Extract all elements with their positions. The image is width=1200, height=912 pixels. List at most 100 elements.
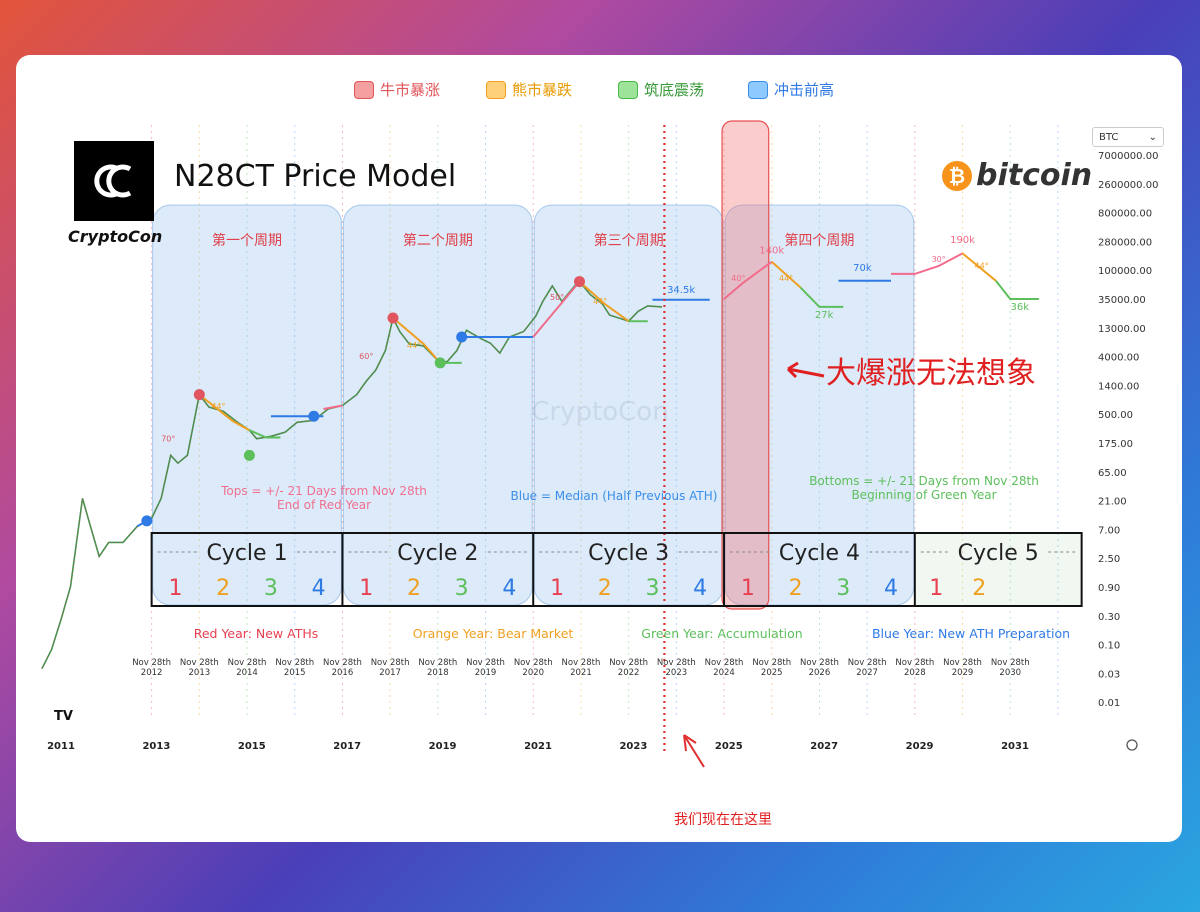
year-legend-item: Red Year: New ATHs <box>194 626 319 641</box>
x-tick-label: 2021 <box>524 741 552 752</box>
cycle5-fill <box>915 534 1081 605</box>
cycle-label: Cycle 5 <box>958 541 1039 566</box>
nov28-label: Nov 28th <box>371 658 410 668</box>
value-label: 36k <box>1011 302 1030 313</box>
y-tick-label: 0.90 <box>1098 583 1120 594</box>
angle-label: 44° <box>779 274 793 283</box>
bitcoin-wordmark: bitcoin <box>976 158 1093 193</box>
nov28-label: Nov 28th <box>705 658 744 668</box>
bitcoin-icon: ₿ <box>942 160 972 191</box>
y-tick-label: 0.30 <box>1098 612 1120 623</box>
legend-label-bear: 熊市暴跌 <box>512 81 573 99</box>
cycle-year-digit: 1 <box>359 576 373 601</box>
cycle-year-digit: 1 <box>929 576 943 601</box>
angle-label: 60° <box>359 352 373 361</box>
nov28-label: Nov 28th <box>418 658 457 668</box>
y-tick-label: 4000.00 <box>1098 353 1139 364</box>
here-arrow <box>683 734 705 768</box>
nov28-label: Nov 28th <box>848 658 887 668</box>
cycle-year-digit: 4 <box>502 576 516 601</box>
history-segment <box>198 393 250 432</box>
x-tick-label: 2017 <box>333 741 361 752</box>
projection-segment <box>799 286 844 308</box>
cycle-year-digit: 4 <box>693 576 707 601</box>
price-marker <box>308 410 320 422</box>
cycle-label: Cycle 2 <box>397 541 478 566</box>
nov28-year-label: 2030 <box>999 668 1021 678</box>
nov28-label: Nov 28th <box>180 658 219 668</box>
highlight-band <box>721 120 770 610</box>
legend-swatch-green <box>618 80 638 99</box>
nov28-label: Nov 28th <box>609 658 648 668</box>
nov28-label: Nov 28th <box>562 658 601 668</box>
legend-label-bull: 牛市暴涨 <box>380 81 441 99</box>
history-segment <box>578 280 630 323</box>
cycle-year-digit: 2 <box>216 576 230 601</box>
nov28-year-label: 2017 <box>379 668 401 678</box>
nov28-year-label: 2014 <box>236 668 258 678</box>
cryptocon-logo <box>74 141 154 221</box>
nov28-label: Nov 28th <box>943 658 982 668</box>
explosion-annotation: 大爆涨无法想象 <box>826 356 1036 391</box>
y-tick-label: 175.00 <box>1098 439 1133 450</box>
nov28-label: Nov 28th <box>323 658 362 668</box>
cycle-year-digit: 1 <box>550 576 564 601</box>
bottoms-note-2: Beginning of Green Year <box>851 488 996 502</box>
year-legend-item: Green Year: Accumulation <box>641 626 802 641</box>
cycle-year-digit: 4 <box>312 576 326 601</box>
angle-label: 50° <box>550 293 564 302</box>
value-label: 34.5k <box>667 285 695 296</box>
y-tick-label: 7000000.00 <box>1098 151 1158 162</box>
legend-swatch-blue <box>748 80 768 99</box>
nov28-year-label: 2029 <box>952 668 974 678</box>
nov28-year-label: 2025 <box>761 668 783 678</box>
y-tick-label: 65.00 <box>1098 468 1127 479</box>
nov28-label: Nov 28th <box>466 658 505 668</box>
x-tick-label: 2011 <box>47 741 75 752</box>
nov28-year-label: 2024 <box>713 668 735 678</box>
cycle-heading: 第二个周期 <box>403 232 473 249</box>
legend-item-bear: 熊市暴跌 <box>486 79 572 100</box>
legend-item-accum: 筑底震荡 <box>618 79 704 100</box>
y-tick-label: 1400.00 <box>1098 381 1139 392</box>
history-segment <box>323 404 343 410</box>
nov28-label: Nov 28th <box>895 658 934 668</box>
projection-segment <box>961 252 997 282</box>
legend-swatch-orange <box>486 80 506 99</box>
x-tick-label: 2023 <box>619 741 647 752</box>
cycle-year-digit: 1 <box>168 576 182 601</box>
cycle-year-digit: 2 <box>598 576 612 601</box>
nov28-year-label: 2016 <box>332 668 354 678</box>
bottoms-note: Bottoms = +/- 21 Days from Nov 28th <box>809 474 1039 488</box>
projection-segment <box>995 280 1039 300</box>
y-tick-label: 0.01 <box>1098 698 1120 709</box>
legend-label-accum: 筑底震荡 <box>644 81 705 99</box>
explosion-arrow <box>786 361 825 379</box>
history-segment <box>392 317 441 364</box>
nov28-year-label: 2020 <box>522 668 544 678</box>
nov28-label: Nov 28th <box>132 658 171 668</box>
brand-name: CryptoCon <box>68 227 163 246</box>
nov28-year-label: 2026 <box>809 668 831 678</box>
projection-segment <box>723 260 773 300</box>
chevron-down-icon: ⌄ <box>1148 132 1157 143</box>
y-tick-label: 0.10 <box>1098 641 1120 652</box>
cycle-heading: 第四个周期 <box>784 232 854 249</box>
price-marker <box>141 515 153 527</box>
cycle-year-digit: 3 <box>836 576 850 601</box>
y-tick-label: 7.00 <box>1098 525 1120 536</box>
symbol-select[interactable]: BTC ⌄ <box>1092 127 1164 147</box>
x-tick-label: 2015 <box>238 741 266 752</box>
y-tick-label: 100000.00 <box>1098 266 1152 277</box>
cycle-year-digit: 1 <box>741 576 755 601</box>
x-tick-label: 2019 <box>429 741 457 752</box>
tradingview-logo: TV <box>54 709 73 724</box>
chart-title: N28CT Price Model <box>174 159 457 194</box>
nov28-year-label: 2028 <box>904 668 926 678</box>
price-marker <box>434 357 446 369</box>
cycle-year-digit: 2 <box>407 576 421 601</box>
y-tick-label: 13000.00 <box>1098 324 1146 335</box>
angle-label: 44° <box>407 341 421 350</box>
angle-label: 30° <box>932 255 946 264</box>
value-label: 27k <box>815 310 834 321</box>
